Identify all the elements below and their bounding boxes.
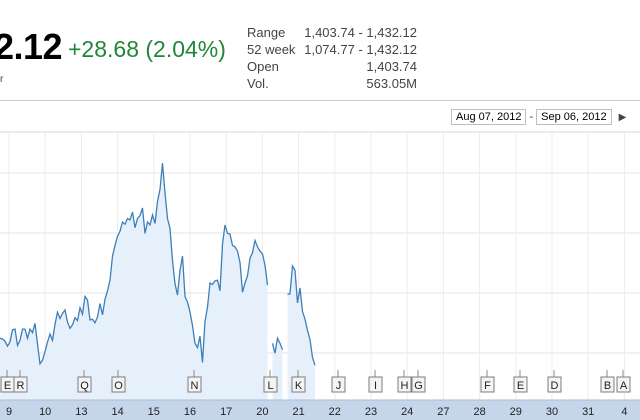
news-flag-letter: B: [604, 380, 611, 392]
x-tick-label: 30: [546, 406, 558, 418]
news-flag-letter: Q: [80, 380, 89, 392]
stat-label: Open: [247, 59, 279, 74]
news-flag-letter: N: [191, 380, 199, 392]
x-tick-label: 14: [111, 406, 123, 418]
news-flag-marker: [291, 376, 306, 393]
small-mark: r: [0, 74, 4, 85]
news-flag-letter: O: [114, 380, 123, 392]
news-flag-letter: F: [484, 380, 491, 392]
stat-row-volume: Vol. 563.05M: [247, 76, 417, 93]
stat-value: 563.05M: [366, 76, 417, 91]
news-flag-letter: G: [414, 380, 423, 392]
news-flag-marker: [547, 376, 562, 393]
x-tick-label: 28: [473, 406, 485, 418]
news-flag-marker: [616, 376, 631, 393]
price-area-fill: [0, 163, 268, 400]
stat-label: Range: [247, 25, 286, 40]
news-flag-marker: [480, 376, 495, 393]
x-tick-label: 31: [582, 406, 594, 418]
date-to-field[interactable]: Sep 06, 2012: [536, 109, 612, 125]
news-flag-letter: E: [517, 380, 524, 392]
news-flag-marker: [368, 376, 383, 393]
x-tick-label: 15: [148, 406, 160, 418]
stat-label: Vol.: [247, 76, 269, 91]
x-axis-bar: [0, 400, 640, 420]
x-tick-label: 9: [6, 406, 12, 418]
price-series-line: [271, 336, 284, 354]
x-tick-label: 23: [365, 406, 377, 418]
scroll-right-arrow-icon[interactable]: ▶: [618, 111, 627, 123]
news-flag-letter: A: [620, 380, 628, 392]
stat-row-range: Range 1,403.74 - 1,432.12: [247, 25, 417, 42]
x-tick-label: 24: [401, 406, 413, 418]
news-flag-marker: [397, 376, 412, 393]
news-flag-letter: K: [295, 380, 303, 392]
stats-panel: Range 1,403.74 - 1,432.12 52 week 1,074.…: [247, 25, 417, 93]
stat-value: 1,403.74 - 1,432.12: [304, 25, 417, 40]
x-tick-label: 27: [437, 406, 449, 418]
news-flag-marker: [411, 376, 426, 393]
x-tick-label: 22: [329, 406, 341, 418]
news-flag-marker: [77, 376, 92, 393]
x-tick-label: 13: [75, 406, 87, 418]
price-area-fill: [287, 266, 315, 400]
news-flag-letter: H: [401, 380, 409, 392]
stat-value: 1,074.77 - 1,432.12: [304, 42, 417, 57]
date-range-selector: Aug 07, 2012 - Sep 06, 2012 ▶: [448, 108, 626, 126]
x-tick-label: 16: [184, 406, 196, 418]
price-series-line: [0, 163, 269, 366]
date-range-dash: -: [529, 111, 534, 123]
news-flag-letter: J: [336, 380, 342, 392]
stat-row-52-week: 52 week 1,074.77 - 1,432.12: [247, 42, 417, 59]
stat-label: 52 week: [247, 42, 296, 57]
price-change: +28.68 (2.04%): [68, 36, 226, 62]
news-flag-marker: [600, 376, 615, 393]
date-from-field[interactable]: Aug 07, 2012: [451, 109, 527, 125]
x-tick-label: 17: [220, 406, 232, 418]
last-price: 2.12: [0, 26, 63, 67]
news-flag-letter: L: [267, 380, 273, 392]
x-tick-label: 21: [292, 406, 304, 418]
stat-row-open: Open 1,403.74: [247, 59, 417, 76]
news-flag-marker: [187, 376, 202, 393]
news-flag-letter: D: [551, 380, 559, 392]
x-tick-label: 29: [510, 406, 522, 418]
x-tick-label: 20: [256, 406, 268, 418]
header-divider: [0, 100, 640, 101]
news-flag-marker: [111, 376, 126, 393]
news-flag-marker: [331, 376, 346, 393]
news-flag-marker: [263, 376, 278, 393]
news-flag-marker: [13, 376, 28, 393]
x-tick-label: 10: [39, 406, 51, 418]
price-series-line: [287, 263, 316, 366]
news-flag-marker: [513, 376, 528, 393]
news-flag-letter: R: [17, 380, 25, 392]
x-tick-label: 4: [621, 406, 627, 418]
stat-value: 1,403.74: [366, 59, 417, 74]
news-flag-letter: I: [374, 380, 377, 392]
news-flag-letter: E: [4, 380, 11, 392]
